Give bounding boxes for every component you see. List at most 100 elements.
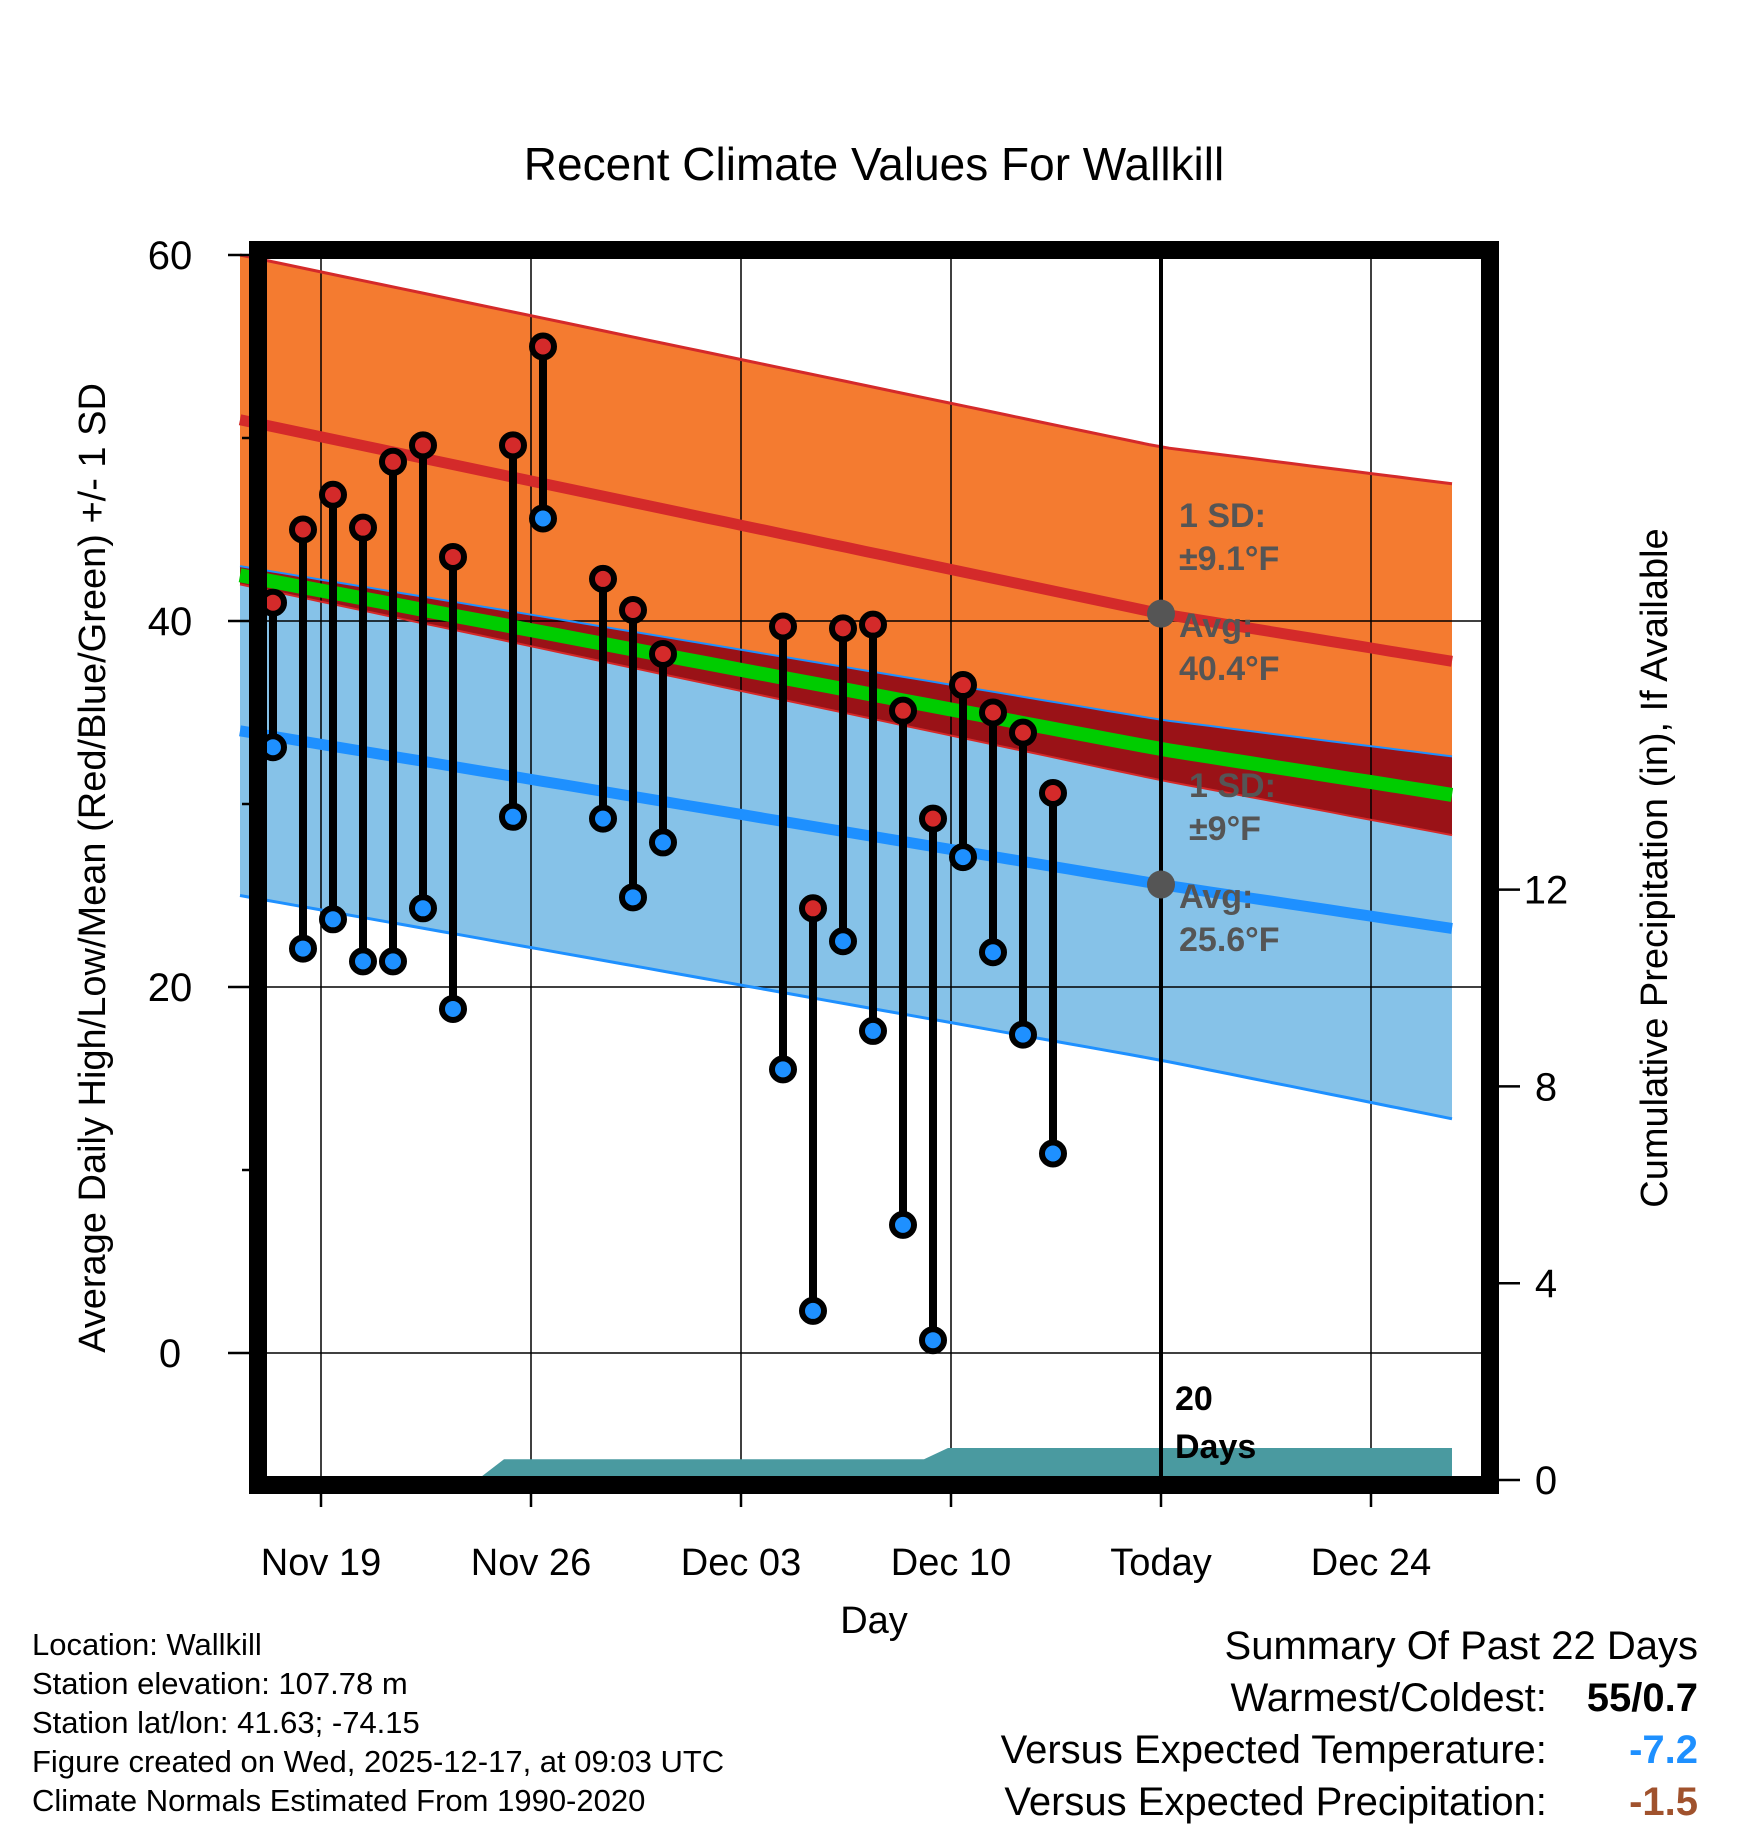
observations (259, 332, 1067, 1355)
today-line: 20 Days (1159, 250, 1256, 1485)
warm-cold-value: 55/0.7 (1586, 1676, 1698, 1720)
daily-low-point (1009, 1020, 1037, 1049)
daily-low-point (1039, 1139, 1067, 1168)
precipitation-area (240, 1448, 1452, 1480)
daily-high-point (799, 894, 827, 923)
x-tick-label: Nov 19 (261, 1542, 381, 1584)
y2-axis-label: Cumulative Precipitation (in), If Availa… (1634, 528, 1676, 1207)
high-sd-label: 1 SD: (1179, 497, 1266, 535)
low-sd-value: ±9°F (1189, 810, 1261, 848)
daily-high-point (499, 431, 527, 460)
daily-low-point (439, 994, 467, 1023)
daily-high-point (589, 564, 617, 593)
daily-low-point (979, 938, 1007, 967)
plot-border (249, 241, 1499, 1494)
daily-low-point (649, 828, 677, 857)
today-days-label: 20 (1175, 1380, 1213, 1418)
high-sd-value: ±9.1°F (1179, 540, 1279, 578)
low-avg-label: Avg: (1179, 878, 1253, 916)
daily-high-point (379, 447, 407, 476)
location-text: Location: Wallkill (32, 1627, 262, 1662)
y2-tick-label: 4 (1535, 1262, 1557, 1306)
daily-low-point (409, 894, 437, 923)
daily-low-point (319, 905, 347, 934)
daily-low-point (769, 1055, 797, 1084)
daily-high-point (859, 610, 887, 639)
y-tick-label: 20 (148, 966, 193, 1010)
y-tick-label: 40 (148, 600, 193, 644)
daily-high-point (529, 332, 557, 361)
daily-low-point (889, 1210, 917, 1239)
plot-frame (249, 241, 1499, 1494)
daily-high-point (919, 804, 947, 833)
daily-high-point (649, 639, 677, 668)
daily-high-point (1039, 779, 1067, 808)
x-tick-label: Dec 24 (1311, 1542, 1431, 1584)
low-avg-value: 25.6°F (1179, 921, 1280, 959)
y-axis-label: Average Daily High/Low/Mean (Red/Blue/Gr… (72, 383, 114, 1353)
temp-anomaly-value: -7.2 (1629, 1728, 1698, 1772)
daily-high-point (979, 698, 1007, 727)
daily-low-point (949, 843, 977, 872)
daily-high-point (289, 515, 317, 544)
today-days-label: Days (1175, 1428, 1256, 1466)
daily-low-point (919, 1326, 947, 1355)
x-tick-label: Dec 03 (681, 1542, 801, 1584)
annotations: 1 SD: ±9.1°F Avg: 40.4°F 1 SD: ±9°F Avg: 25.6°F (1147, 497, 1280, 959)
normals-text: Climate Normals Estimated From 1990-2020 (32, 1783, 646, 1818)
daily-low-point (379, 947, 407, 976)
daily-high-point (319, 480, 347, 509)
precip-anomaly-label: Versus Expected Precipitation: (1004, 1780, 1547, 1824)
y-tick-label: 0 (159, 1332, 181, 1376)
summary-warm-cold-row: Warmest/Coldest: 55/0.7 (1001, 1672, 1699, 1724)
temp-anomaly-label: Versus Expected Temperature: (1000, 1728, 1547, 1772)
summary-temp-row: Versus Expected Temperature: -7.2 (1001, 1724, 1698, 1776)
axes: 0 20 40 60 0 4 8 12 Nov 19 Nov 26 Dec 03 Dec 10 Toda… (72, 138, 1676, 1642)
daily-high-point (409, 431, 437, 460)
y2-tick-label: 8 (1535, 1065, 1557, 1109)
daily-low-point (589, 804, 617, 833)
summary-title: Summary Of Past 22 Days (1224, 1624, 1698, 1668)
precip-anomaly-value: -1.5 (1629, 1780, 1698, 1824)
precipitation-fill (240, 1448, 1452, 1480)
x-tick-label: Nov 26 (471, 1542, 591, 1584)
daily-low-point (829, 927, 857, 956)
latlon-text: Station lat/lon: 41.63; -74.15 (32, 1705, 420, 1740)
daily-high-point (439, 542, 467, 571)
daily-high-point (889, 696, 917, 725)
high-avg-value: 40.4°F (1179, 650, 1280, 688)
y2-tick-label: 0 (1535, 1459, 1557, 1503)
daily-high-point (1009, 718, 1037, 747)
high-upper-line (239, 253, 1453, 486)
high-mean-line (238, 414, 1453, 667)
daily-low-point (859, 1016, 887, 1045)
low-avg-marker (1147, 870, 1175, 899)
y-tick-label: 60 (148, 234, 193, 278)
low-sd-label: 1 SD: (1189, 767, 1276, 805)
chart-title: Recent Climate Values For Wallkill (524, 138, 1224, 190)
summary-precip-row: Versus Expected Precipitation: -1.5 (1001, 1776, 1698, 1828)
daily-low-point (619, 883, 647, 912)
y2-tick-label: 12 (1524, 869, 1569, 913)
daily-high-point (949, 671, 977, 700)
station-info: Location: Wallkill Station elevation: 10… (32, 1625, 724, 1820)
elevation-text: Station elevation: 107.78 m (32, 1666, 408, 1701)
daily-high-point (829, 614, 857, 643)
summary-panel: Summary Of Past 22 Days Warmest/Coldest:… (1001, 1620, 1698, 1828)
daily-low-point (799, 1296, 827, 1325)
daily-low-point (529, 504, 557, 533)
daily-high-point (619, 596, 647, 625)
daily-low-point (289, 934, 317, 963)
created-text: Figure created on Wed, 2025-12-17, at 09… (32, 1744, 725, 1779)
low-lower-line (239, 894, 1453, 1121)
daily-high-point (769, 612, 797, 641)
x-tick-label: Today (1110, 1542, 1211, 1584)
high-avg-marker (1147, 599, 1175, 628)
high-avg-label: Avg: (1179, 607, 1253, 645)
daily-high-point (349, 513, 377, 542)
x-axis-label: Day (840, 1600, 908, 1642)
warm-cold-label: Warmest/Coldest: (1230, 1676, 1547, 1720)
x-tick-label: Dec 10 (891, 1542, 1011, 1584)
daily-low-point (349, 947, 377, 976)
